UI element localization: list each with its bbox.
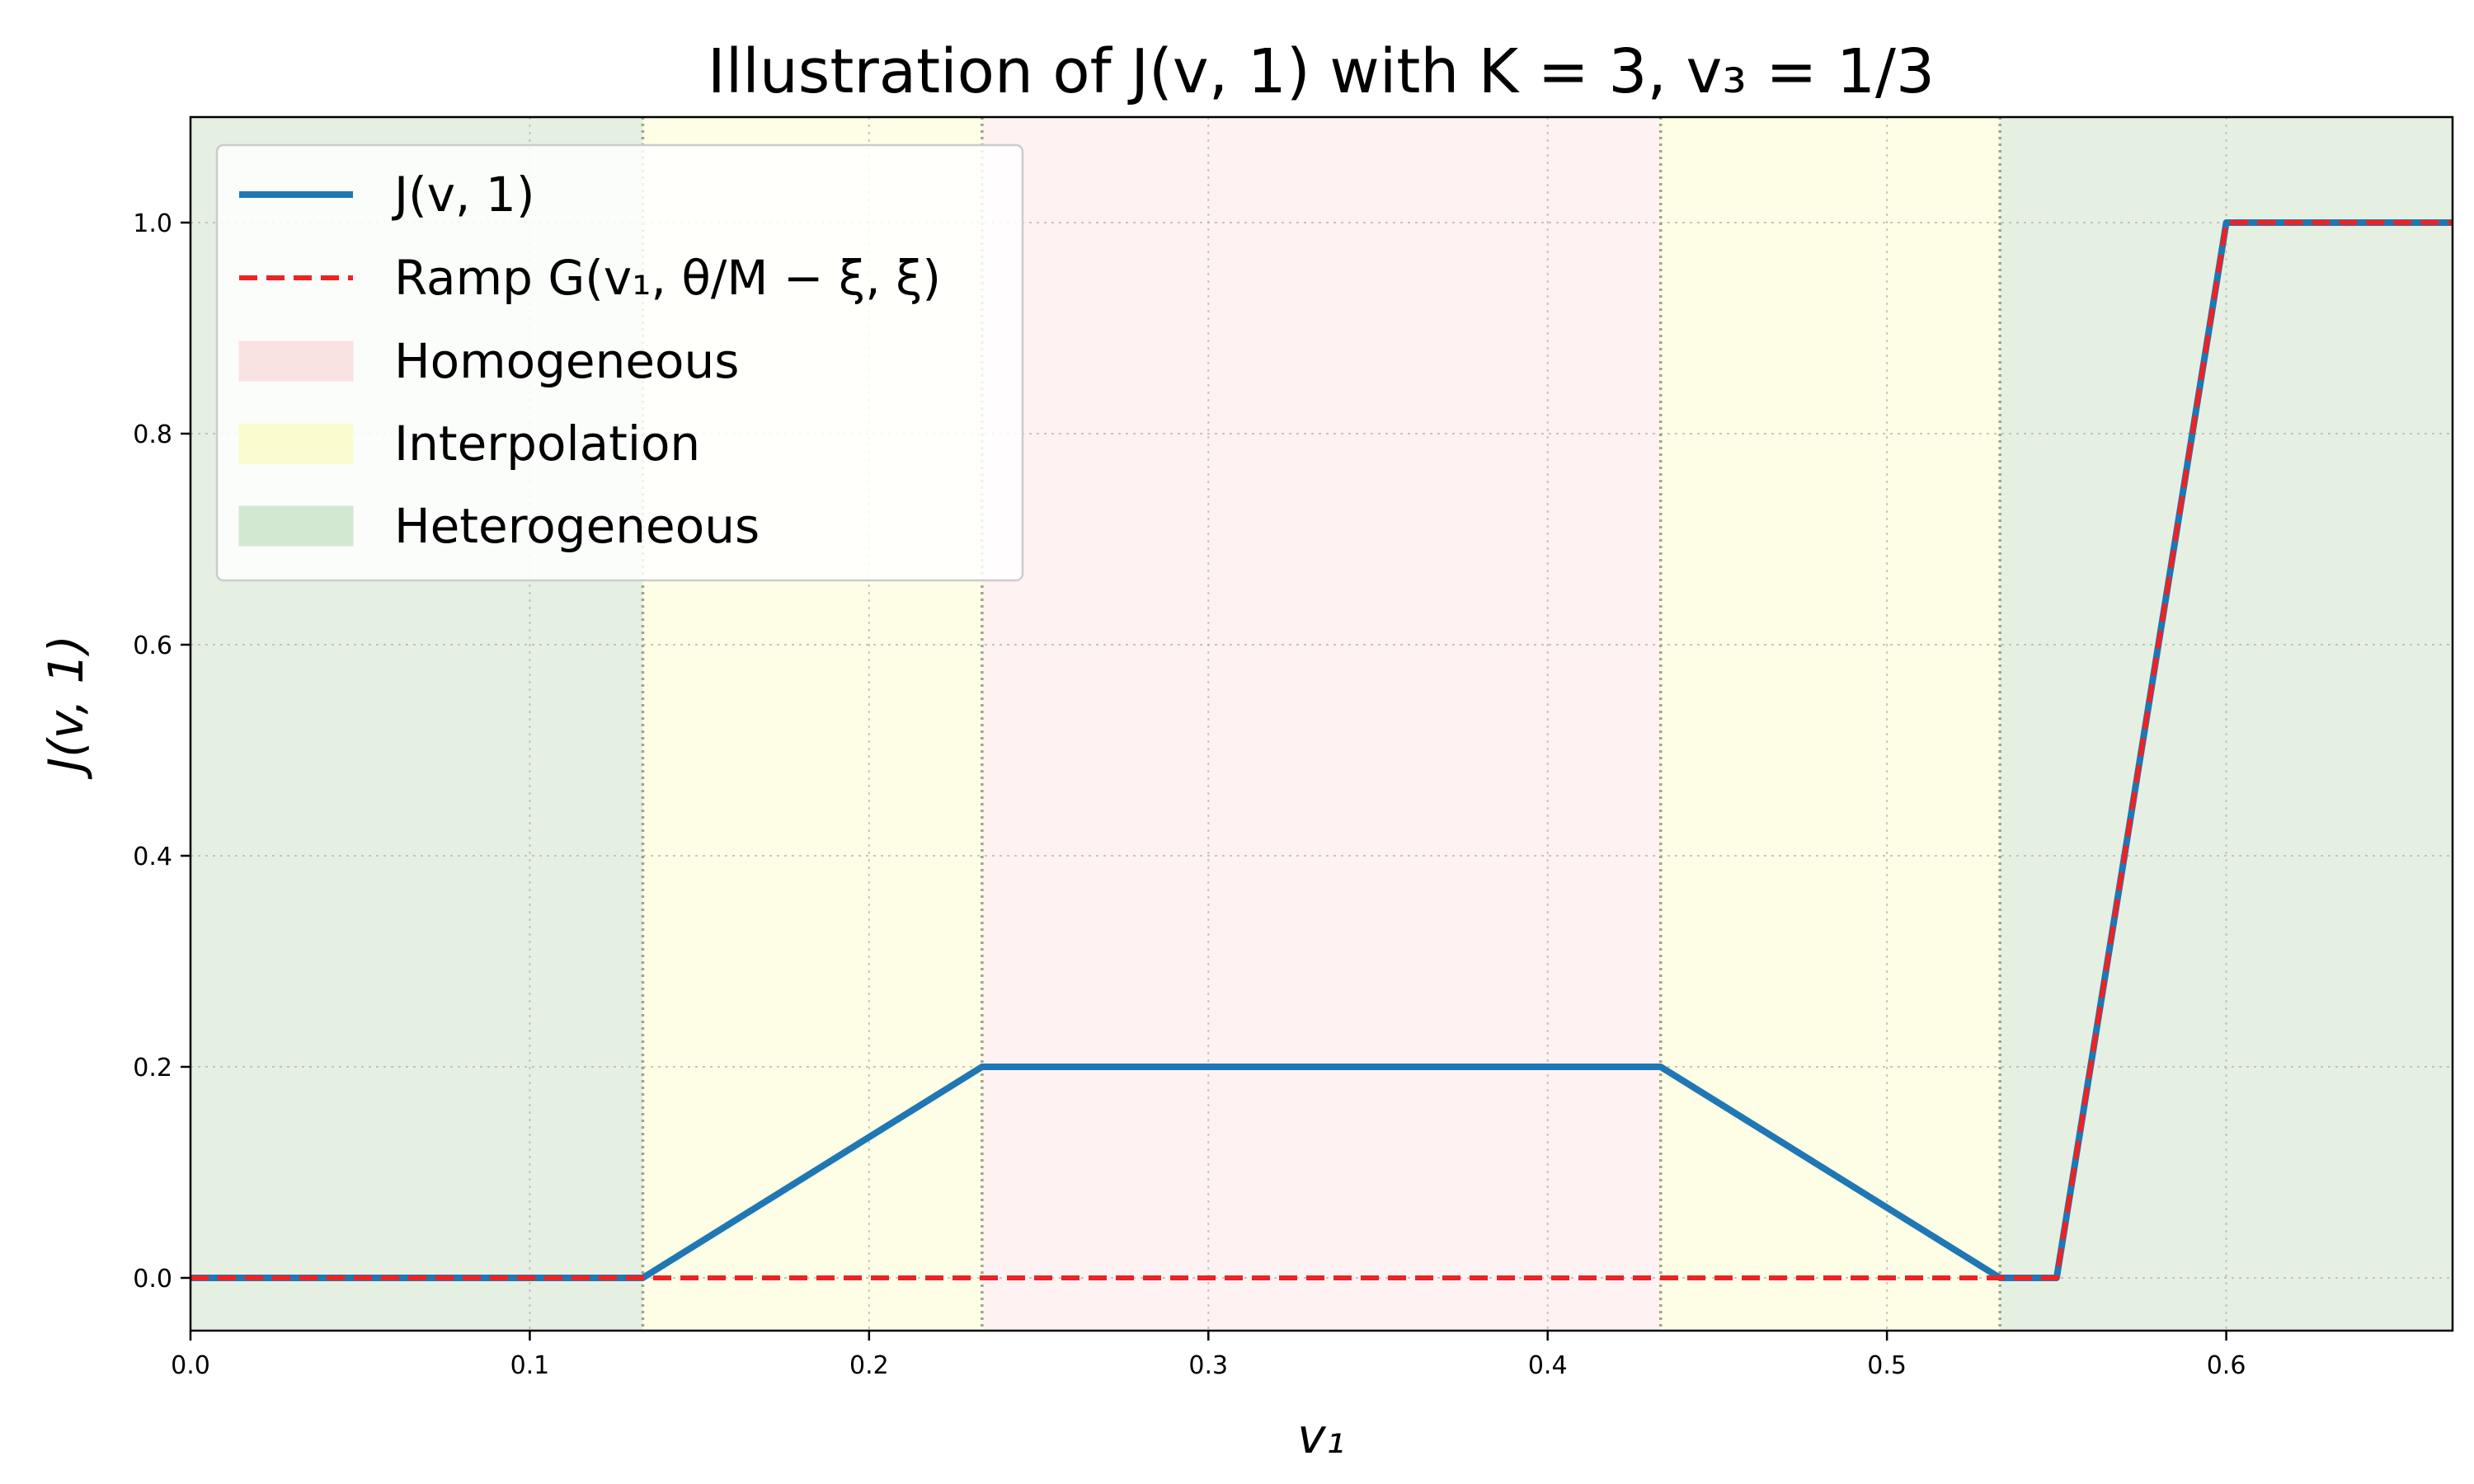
legend-label-3: Interpolation	[394, 416, 700, 472]
y-tick-label-2: 0.4	[133, 843, 172, 871]
legend-label-0: J(v, 1)	[392, 167, 534, 223]
legend-label-1: Ramp G(v₁, θ/M − ξ, ξ)	[394, 250, 941, 306]
x-tick-label-4: 0.4	[1528, 1351, 1568, 1380]
legend-label-4: Heterogeneous	[394, 498, 760, 554]
x-tick-label-5: 0.5	[1867, 1351, 1907, 1380]
legend-swatch-3	[238, 423, 354, 464]
x-tick-label-6: 0.6	[2207, 1351, 2246, 1380]
legend-swatch-4	[238, 505, 354, 547]
legend-item-0: J(v, 1)	[239, 167, 534, 223]
legend-item-4: Heterogeneous	[238, 498, 760, 554]
region-homogeneous-2	[981, 117, 1661, 1331]
y-axis-label: J(v, 1)	[38, 635, 94, 780]
legend: J(v, 1) Ramp G(v₁, θ/M − ξ, ξ) Homogeneous…	[215, 143, 1024, 582]
region-interpolation-3	[1660, 117, 2001, 1331]
x-tick-label-3: 0.3	[1188, 1351, 1228, 1380]
axes	[189, 115, 2454, 1332]
chart-title: Illustration of J(v, 1) with K = 3, v₃ =…	[708, 36, 1935, 107]
y-tick-label-5: 1.0	[133, 209, 172, 238]
legend-label-2: Homogeneous	[394, 333, 740, 389]
series-line-ramp	[190, 220, 2453, 1280]
x-tick-label-0: 0.0	[171, 1351, 210, 1380]
region-boundaries	[641, 117, 2001, 1331]
x-axis-label: v₁	[1297, 1408, 1345, 1464]
y-tick-label-0: 0.0	[133, 1265, 172, 1294]
y-tick-label-3: 0.6	[133, 632, 172, 660]
x-tick-label-2: 0.2	[849, 1351, 889, 1380]
legend-swatch-2	[238, 340, 354, 382]
y-tick-label-4: 0.8	[133, 420, 172, 449]
legend-item-3: Interpolation	[238, 416, 700, 472]
legend-box	[215, 143, 1024, 582]
y-tick-label-1: 0.2	[133, 1054, 172, 1082]
plot-frame	[189, 115, 2454, 1332]
ticks: 0.0 0.1 0.2 0.3 0.4 0.5 0.6 0.0 0.2 0.4 0.6 0.8 1.0	[133, 209, 2246, 1380]
data-series	[190, 219, 2453, 1281]
legend-item-2: Homogeneous	[238, 333, 740, 389]
legend-item-1: Ramp G(v₁, θ/M − ξ, ξ)	[239, 250, 941, 306]
x-tick-label-1: 0.1	[510, 1351, 550, 1380]
